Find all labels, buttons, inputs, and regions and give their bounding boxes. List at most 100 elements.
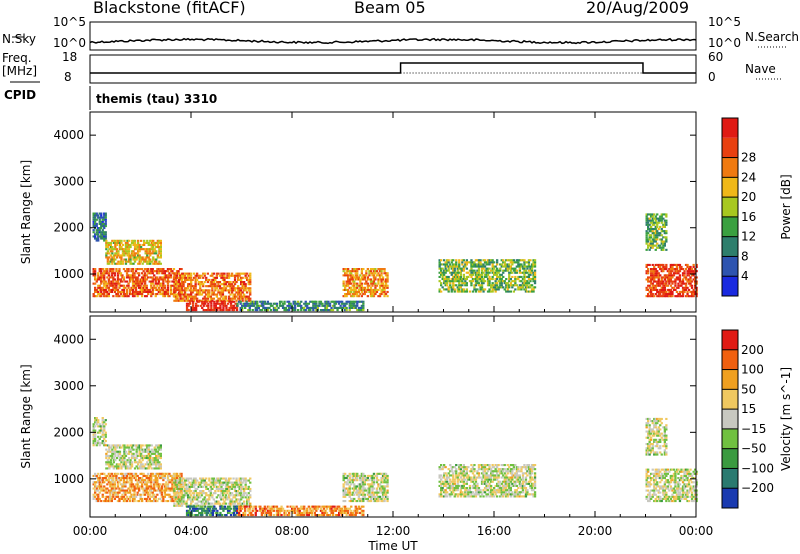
echo-cell bbox=[120, 262, 123, 265]
echo-cell bbox=[155, 258, 158, 261]
echo-cell bbox=[371, 268, 374, 271]
echo-cell bbox=[228, 511, 231, 514]
echo-cell bbox=[112, 485, 115, 488]
echo-cell bbox=[378, 276, 382, 279]
echo-cell bbox=[246, 487, 249, 490]
echo-cell bbox=[260, 300, 263, 303]
echo-cell bbox=[180, 272, 184, 275]
echo-cell bbox=[465, 284, 468, 287]
echo-cell bbox=[187, 309, 190, 312]
echo-cell bbox=[140, 463, 143, 466]
echo-cell bbox=[154, 278, 157, 281]
echo-cell bbox=[110, 489, 113, 492]
echo-cell bbox=[144, 276, 147, 279]
echo-cell bbox=[359, 309, 362, 312]
echo-cell bbox=[122, 474, 126, 477]
echo-cell bbox=[695, 263, 698, 266]
echo-cell bbox=[369, 293, 373, 296]
echo-cell bbox=[132, 448, 135, 451]
echo-cell bbox=[131, 485, 135, 488]
echo-cell bbox=[149, 454, 152, 457]
echo-cell bbox=[173, 283, 176, 286]
echo-cell bbox=[156, 246, 159, 249]
echo-cell bbox=[146, 444, 149, 447]
echo-cell bbox=[205, 507, 208, 510]
echo-cell bbox=[449, 284, 452, 287]
echo-cell bbox=[105, 252, 108, 255]
echo-cell bbox=[135, 246, 138, 249]
echo-cell bbox=[153, 481, 156, 484]
echo-cell bbox=[315, 309, 318, 312]
echo-cell bbox=[205, 481, 208, 484]
echo-cell bbox=[109, 290, 112, 293]
echo-cell bbox=[508, 286, 511, 289]
echo-cell bbox=[486, 271, 490, 274]
echo-cell bbox=[199, 481, 202, 484]
echo-cell bbox=[666, 270, 669, 273]
echo-cell bbox=[104, 423, 107, 426]
echo-cell bbox=[351, 304, 354, 307]
echo-cell bbox=[144, 448, 147, 451]
echo-cell bbox=[505, 284, 508, 287]
echo-cell bbox=[118, 286, 121, 289]
echo-cell bbox=[215, 479, 218, 482]
echo-cell bbox=[648, 263, 651, 266]
echo-cell bbox=[654, 286, 657, 289]
echo-cell bbox=[695, 265, 698, 268]
echo-cell bbox=[154, 295, 157, 298]
echo-cell bbox=[241, 299, 244, 302]
echo-cell bbox=[141, 472, 144, 475]
echo-cell bbox=[366, 278, 369, 281]
echo-cell bbox=[140, 246, 143, 249]
echo-cell bbox=[121, 457, 125, 460]
echo-cell bbox=[159, 252, 162, 255]
echo-cell bbox=[684, 286, 688, 289]
echo-cell bbox=[124, 481, 127, 484]
echo-cell bbox=[151, 276, 154, 279]
echo-cell bbox=[485, 267, 488, 270]
echo-cell bbox=[244, 511, 247, 514]
echo-cell bbox=[227, 494, 231, 497]
echo-cell bbox=[533, 259, 537, 262]
echo-cell bbox=[524, 284, 528, 287]
echo-cell bbox=[214, 479, 217, 482]
echo-cell bbox=[483, 288, 487, 291]
echo-cell bbox=[98, 216, 101, 219]
echo-cell bbox=[185, 479, 188, 482]
echo-cell bbox=[190, 291, 193, 294]
echo-cell bbox=[374, 278, 377, 281]
echo-cell bbox=[190, 514, 193, 517]
echo-cell bbox=[191, 483, 194, 486]
echo-cell bbox=[530, 278, 534, 281]
echo-cell bbox=[692, 288, 695, 291]
echo-cell bbox=[499, 278, 502, 281]
echo-cell bbox=[684, 276, 688, 279]
echo-cell bbox=[211, 281, 214, 284]
echo-cell bbox=[662, 282, 665, 285]
echo-cell bbox=[221, 487, 225, 490]
echo-cell bbox=[234, 505, 237, 508]
echo-cell bbox=[101, 419, 104, 422]
echo-cell bbox=[347, 282, 350, 285]
echo-cell bbox=[124, 465, 128, 468]
echo-cell bbox=[109, 461, 112, 464]
echo-cell bbox=[148, 280, 151, 283]
echo-cell bbox=[286, 304, 289, 307]
echo-cell bbox=[100, 288, 103, 291]
echo-cell bbox=[147, 290, 150, 293]
echo-cell bbox=[109, 284, 112, 287]
echo-cell bbox=[338, 300, 341, 303]
echo-cell bbox=[123, 239, 126, 242]
echo-cell bbox=[461, 261, 464, 264]
echo-cell bbox=[185, 505, 189, 508]
echo-cell bbox=[121, 444, 125, 447]
echo-cell bbox=[176, 504, 179, 507]
echo-cell bbox=[357, 309, 360, 312]
echo-cell bbox=[351, 274, 354, 277]
echo-cell bbox=[183, 481, 187, 484]
echo-cell bbox=[298, 507, 301, 510]
echo-cell bbox=[506, 269, 509, 272]
echo-cell bbox=[310, 511, 313, 514]
echo-cell bbox=[254, 511, 257, 514]
echo-cell bbox=[166, 474, 170, 477]
